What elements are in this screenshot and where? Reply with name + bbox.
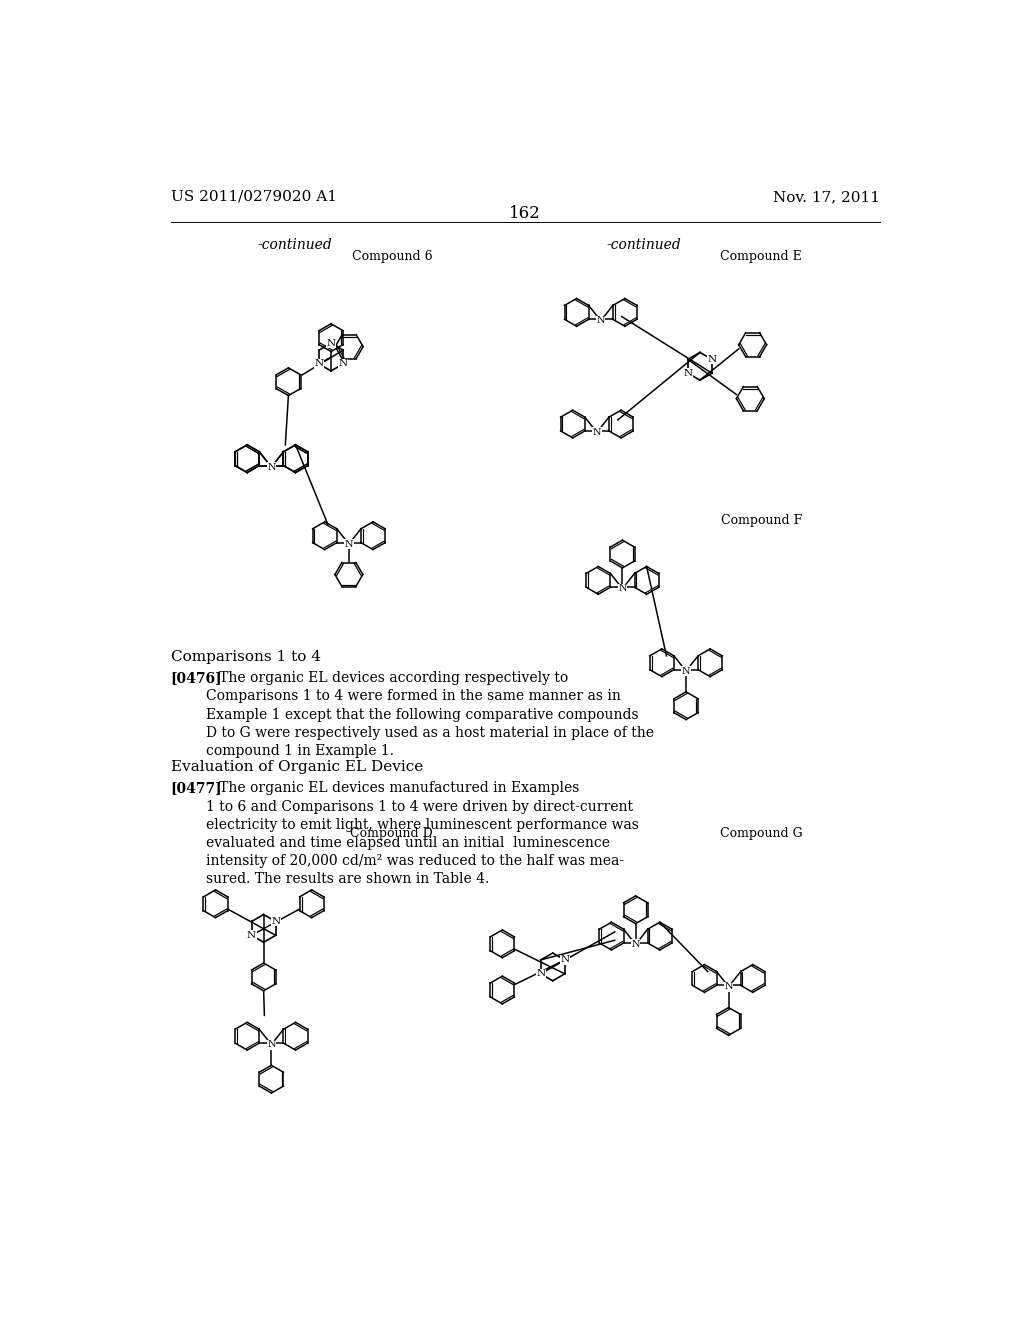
Text: Compound G: Compound G — [720, 828, 802, 841]
Text: -continued: -continued — [257, 238, 332, 252]
Text: The organic EL devices according respectively to
Comparisons 1 to 4 were formed : The organic EL devices according respect… — [206, 671, 653, 758]
Text: N: N — [683, 368, 692, 378]
Text: [0476]: [0476] — [171, 671, 222, 685]
Text: Comparisons 1 to 4: Comparisons 1 to 4 — [171, 649, 321, 664]
Text: N: N — [724, 982, 733, 991]
Text: US 2011/0279020 A1: US 2011/0279020 A1 — [171, 190, 337, 203]
Text: Compound D: Compound D — [350, 828, 432, 841]
Text: The organic EL devices manufactured in Examples
1 to 6 and Comparisons 1 to 4 we: The organic EL devices manufactured in E… — [206, 781, 638, 886]
Text: N: N — [593, 428, 601, 437]
Text: N: N — [267, 462, 275, 471]
Text: N: N — [271, 917, 281, 925]
Text: N: N — [632, 940, 640, 949]
Text: N: N — [267, 1040, 275, 1049]
Text: -continued: -continued — [606, 238, 681, 252]
Text: Nov. 17, 2011: Nov. 17, 2011 — [773, 190, 880, 203]
Text: N: N — [560, 956, 569, 965]
Text: [0477]: [0477] — [171, 781, 222, 796]
Text: N: N — [327, 339, 336, 347]
Text: N: N — [597, 317, 605, 325]
Text: Compound E: Compound E — [721, 249, 802, 263]
Text: N: N — [247, 931, 256, 940]
Text: N: N — [708, 355, 717, 364]
Text: Compound 6: Compound 6 — [352, 249, 432, 263]
Text: N: N — [267, 462, 275, 471]
Text: N: N — [618, 585, 627, 593]
Text: N: N — [536, 969, 545, 978]
Text: N: N — [682, 667, 690, 676]
Text: Compound F: Compound F — [721, 513, 802, 527]
Text: Evaluation of Organic EL Device: Evaluation of Organic EL Device — [171, 760, 423, 774]
Text: 162: 162 — [509, 206, 541, 222]
Text: N: N — [314, 359, 324, 368]
Text: N: N — [339, 359, 348, 368]
Text: N: N — [345, 540, 353, 549]
